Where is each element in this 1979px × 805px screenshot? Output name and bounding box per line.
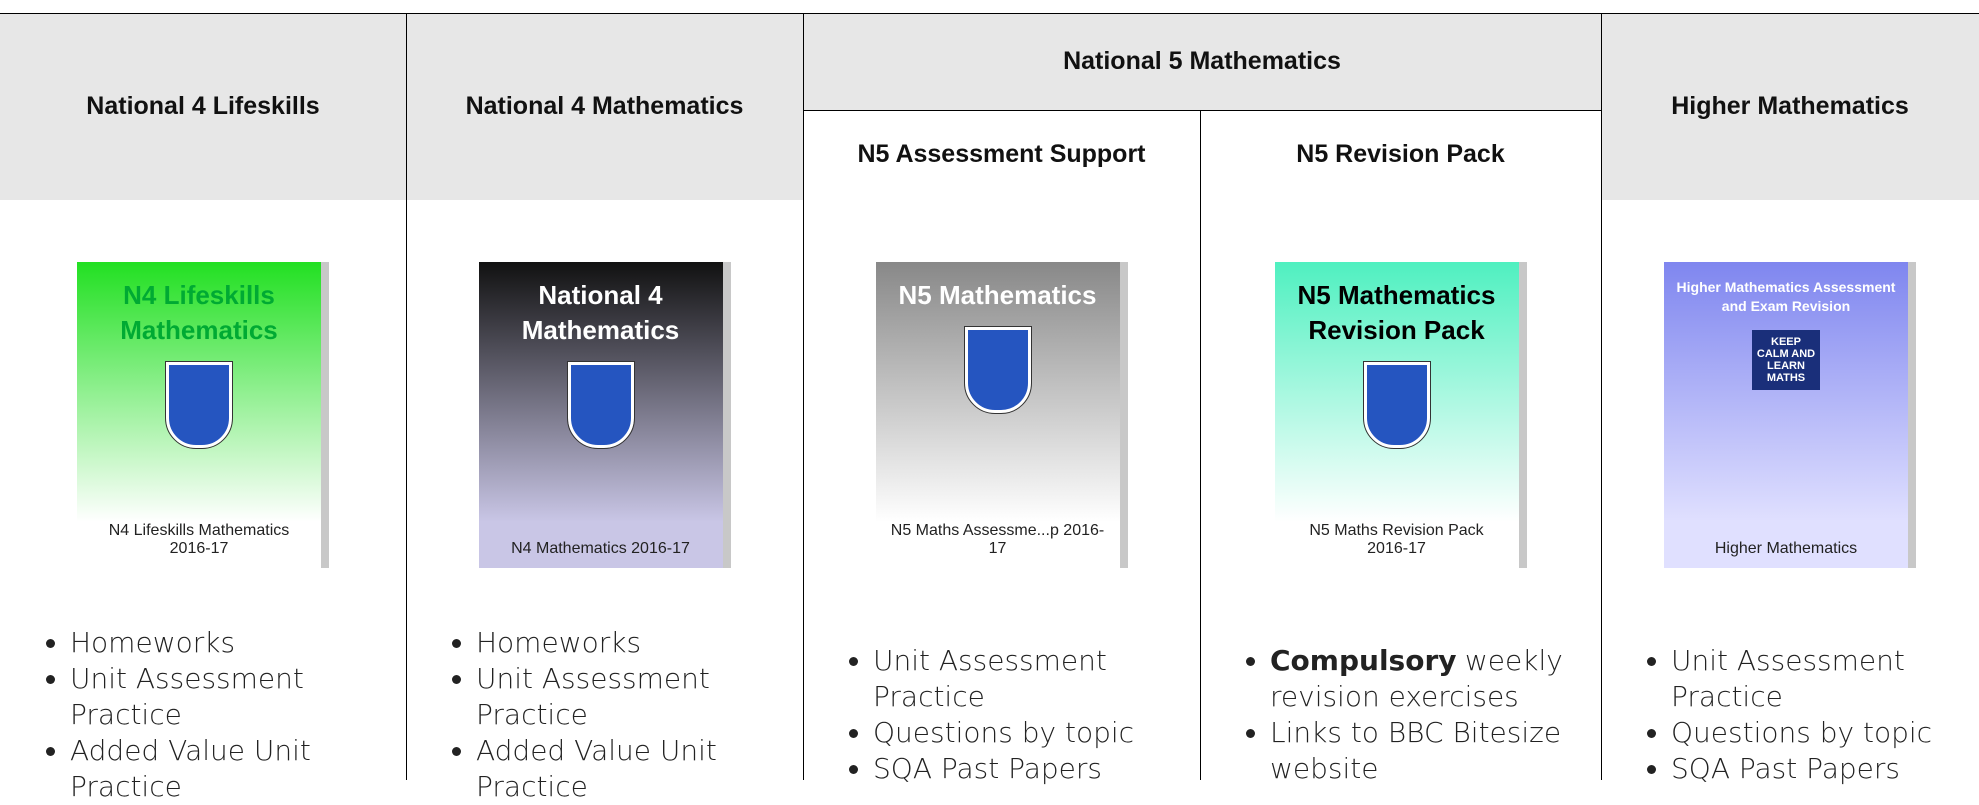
header-cell: National 5 Mathematics bbox=[803, 13, 1601, 110]
bullet-item: Homeworks bbox=[70, 625, 386, 661]
border bbox=[406, 13, 407, 780]
cover-title: N5 Mathematics Revision Pack bbox=[1297, 280, 1496, 346]
subheader-cell: N5 Revision Pack bbox=[1200, 110, 1601, 199]
cover-title: Higher Mathematics Assessment and Exam R… bbox=[1676, 279, 1896, 314]
bullet-item: Unit Assessment Practice bbox=[476, 661, 783, 733]
border bbox=[0, 13, 1979, 14]
header-cell: Higher Mathematics bbox=[1601, 13, 1979, 199]
cover-art bbox=[923, 326, 1073, 417]
bullet-text: Links to BBC Bitesize website bbox=[1270, 716, 1562, 785]
bullet-list: Unit Assessment PracticeQuestions by top… bbox=[843, 643, 1180, 787]
border bbox=[0, 199, 803, 200]
bullet-item: Unit Assessment Practice bbox=[70, 661, 386, 733]
bullet-item: SQA Past Papers bbox=[873, 751, 1180, 787]
bullet-text: Homeworks bbox=[476, 626, 642, 659]
book-cover: Higher Mathematics Assessment and Exam R… bbox=[1664, 262, 1908, 568]
header-cell: National 4 Mathematics bbox=[406, 13, 803, 199]
cover-badge: KEEP CALM AND LEARN MATHS bbox=[1752, 329, 1820, 390]
border bbox=[803, 110, 1601, 111]
book-cover: National 4 Mathematics N4 Mathematics 201… bbox=[478, 262, 723, 568]
page: National 4 Lifeskills National 4 Mathemat… bbox=[0, 0, 1979, 780]
book-cover: N5 Mathematics Revision Pack N5 Maths Rev… bbox=[1274, 262, 1519, 568]
bullet-list: Unit Assessment PracticeQuestions by top… bbox=[1641, 643, 1959, 787]
bullet-text: Questions by topic bbox=[1671, 716, 1933, 749]
cover-art bbox=[526, 361, 676, 452]
bullet-text: weekly revision exercises bbox=[1270, 644, 1563, 713]
cover-art bbox=[124, 361, 274, 452]
bullet-text: Unit Assessment Practice bbox=[476, 662, 710, 731]
cover-caption: Higher Mathematics bbox=[1714, 540, 1858, 557]
bullet-text: Added Value Unit Practice bbox=[70, 734, 311, 803]
shield-icon bbox=[165, 361, 233, 450]
cover-title: National 4 Mathematics bbox=[521, 280, 680, 346]
bullet-text: Unit Assessment Practice bbox=[873, 644, 1107, 713]
shield-icon bbox=[1362, 361, 1431, 450]
cover-title: N4 Lifeskills Mathematics bbox=[120, 280, 278, 346]
bullet-item: Unit Assessment Practice bbox=[873, 643, 1180, 715]
bullet-item: Questions by topic bbox=[1671, 715, 1959, 751]
border bbox=[1601, 13, 1602, 780]
cover-caption: N4 Mathematics 2016-17 bbox=[511, 540, 690, 557]
bullet-text: SQA Past Papers bbox=[1671, 752, 1901, 785]
shield-icon bbox=[566, 361, 635, 450]
cover-caption: N5 Maths Assessme...p 2016-17 bbox=[890, 522, 1105, 557]
bullet-item: Unit Assessment Practice bbox=[1671, 643, 1959, 715]
bullet-item: Added Value Unit Practice bbox=[70, 733, 386, 805]
bullet-text: Added Value Unit Practice bbox=[476, 734, 717, 803]
cover-caption: N5 Maths Revision Pack 2016-17 bbox=[1309, 522, 1484, 557]
book-cover: N4 Lifeskills Mathematics N4 Lifeskills M… bbox=[77, 262, 321, 568]
cover-art bbox=[1322, 361, 1472, 452]
bullet-list: HomeworksUnit Assessment PracticeAdded V… bbox=[40, 625, 386, 805]
border bbox=[1200, 110, 1201, 780]
bullet-list: HomeworksUnit Assessment PracticeAdded V… bbox=[446, 625, 783, 805]
bullet-item: Added Value Unit Practice bbox=[476, 733, 783, 805]
header-cell: National 4 Lifeskills bbox=[0, 13, 406, 199]
bullet-text: SQA Past Papers bbox=[873, 752, 1103, 785]
bullet-item: Homeworks bbox=[476, 625, 783, 661]
bullet-item: Links to BBC Bitesize website bbox=[1270, 715, 1581, 787]
subheader-cell: N5 Assessment Support bbox=[803, 110, 1200, 199]
bullet-bold: Compulsory bbox=[1270, 644, 1457, 677]
shield-icon bbox=[963, 326, 1032, 415]
bullet-text: Unit Assessment Practice bbox=[1671, 644, 1905, 713]
bullet-text: Homeworks bbox=[70, 626, 236, 659]
bullet-text: Questions by topic bbox=[873, 716, 1135, 749]
bullet-item: Questions by topic bbox=[873, 715, 1180, 751]
cover-caption: N4 Lifeskills Mathematics 2016-17 bbox=[108, 522, 290, 557]
border bbox=[803, 13, 804, 780]
book-cover: N5 Mathematics N5 Maths Assessme...p 2016… bbox=[875, 262, 1120, 568]
bullet-text: Unit Assessment Practice bbox=[70, 662, 304, 731]
cover-title: N5 Mathematics bbox=[898, 280, 1097, 310]
border bbox=[1601, 199, 1979, 200]
bullet-item: SQA Past Papers bbox=[1671, 751, 1959, 787]
